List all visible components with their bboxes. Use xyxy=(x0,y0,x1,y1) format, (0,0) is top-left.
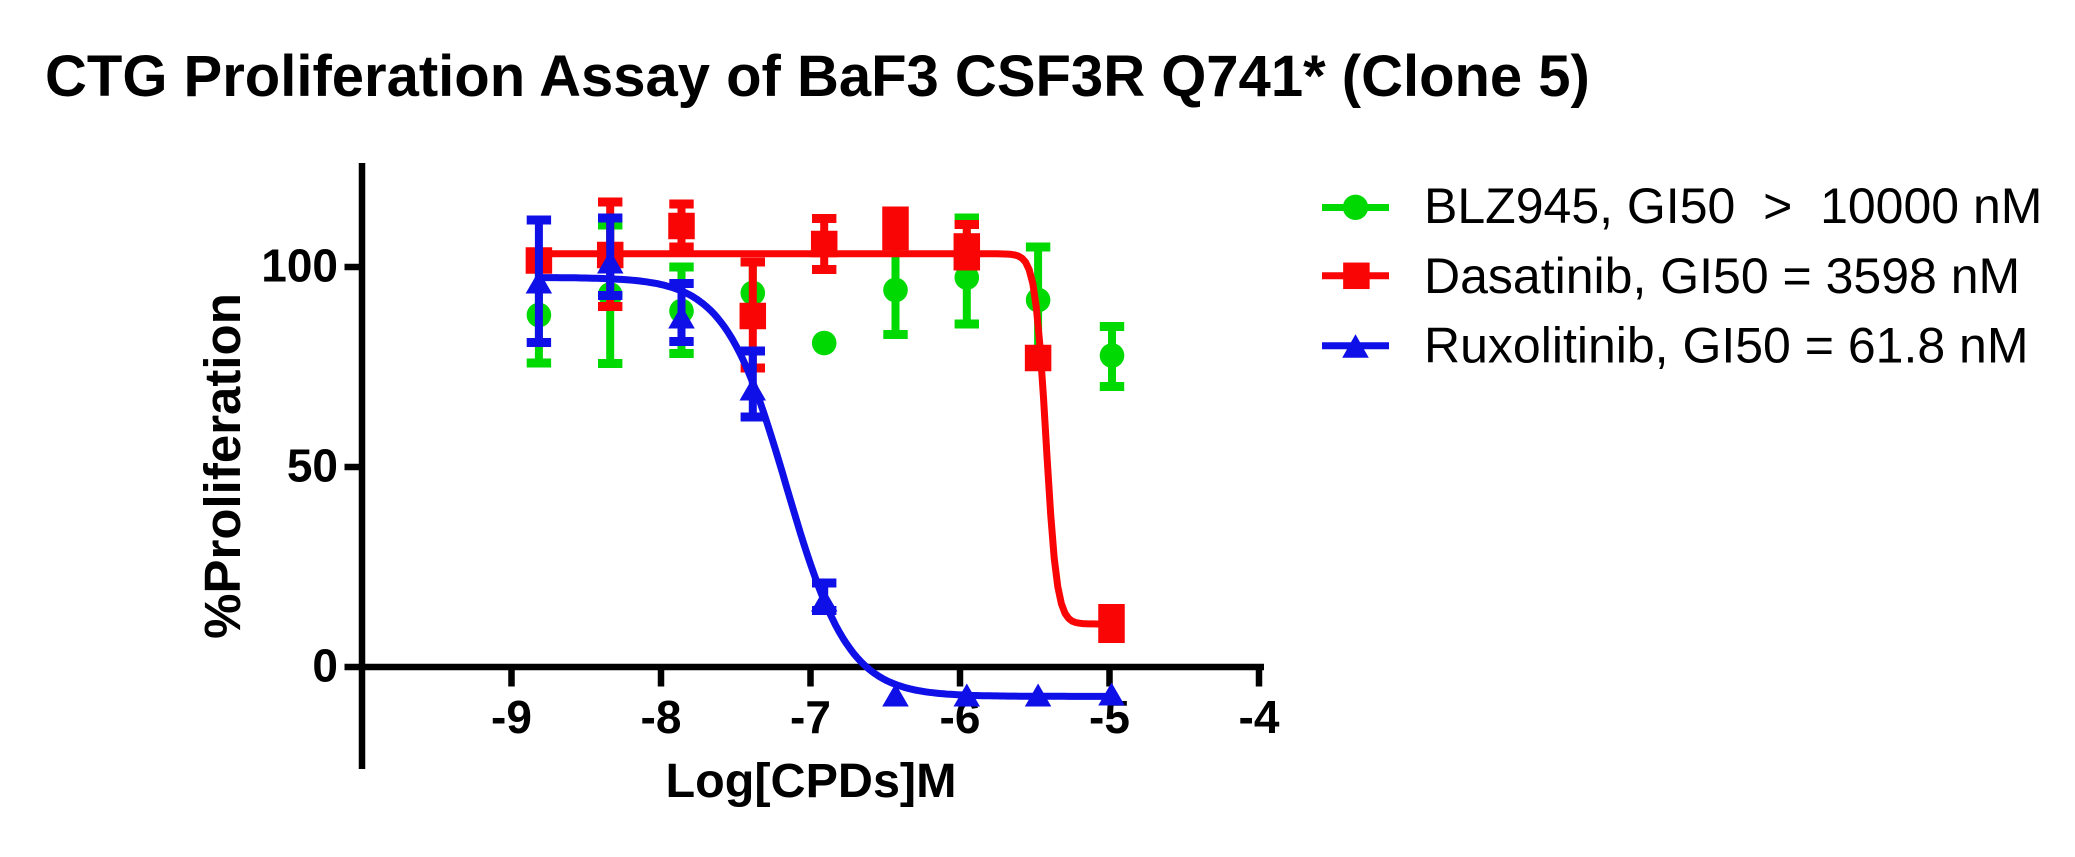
svg-text:BLZ945, GI50 > 10000 nM: BLZ945, GI50 > 10000 nM xyxy=(1424,178,2042,234)
svg-text:-9: -9 xyxy=(491,691,532,743)
svg-text:Dasatinib, GI50 = 3598 nM: Dasatinib, GI50 = 3598 nM xyxy=(1424,248,2020,304)
svg-text:%Proliferation: %Proliferation xyxy=(194,293,251,639)
svg-text:-7: -7 xyxy=(790,691,831,743)
svg-text:0: 0 xyxy=(312,640,338,692)
svg-text:Ruxolitinib, GI50 = 61.8 nM: Ruxolitinib, GI50 = 61.8 nM xyxy=(1424,318,2029,374)
svg-text:-4: -4 xyxy=(1239,691,1280,743)
svg-text:100: 100 xyxy=(261,240,338,292)
svg-text:-8: -8 xyxy=(641,691,682,743)
svg-text:Log[CPDs]M: Log[CPDs]M xyxy=(666,754,957,808)
svg-text:50: 50 xyxy=(287,440,338,492)
svg-text:CTG Proliferation Assay of BaF: CTG Proliferation Assay of BaF3 CSF3R Q7… xyxy=(45,44,1590,109)
